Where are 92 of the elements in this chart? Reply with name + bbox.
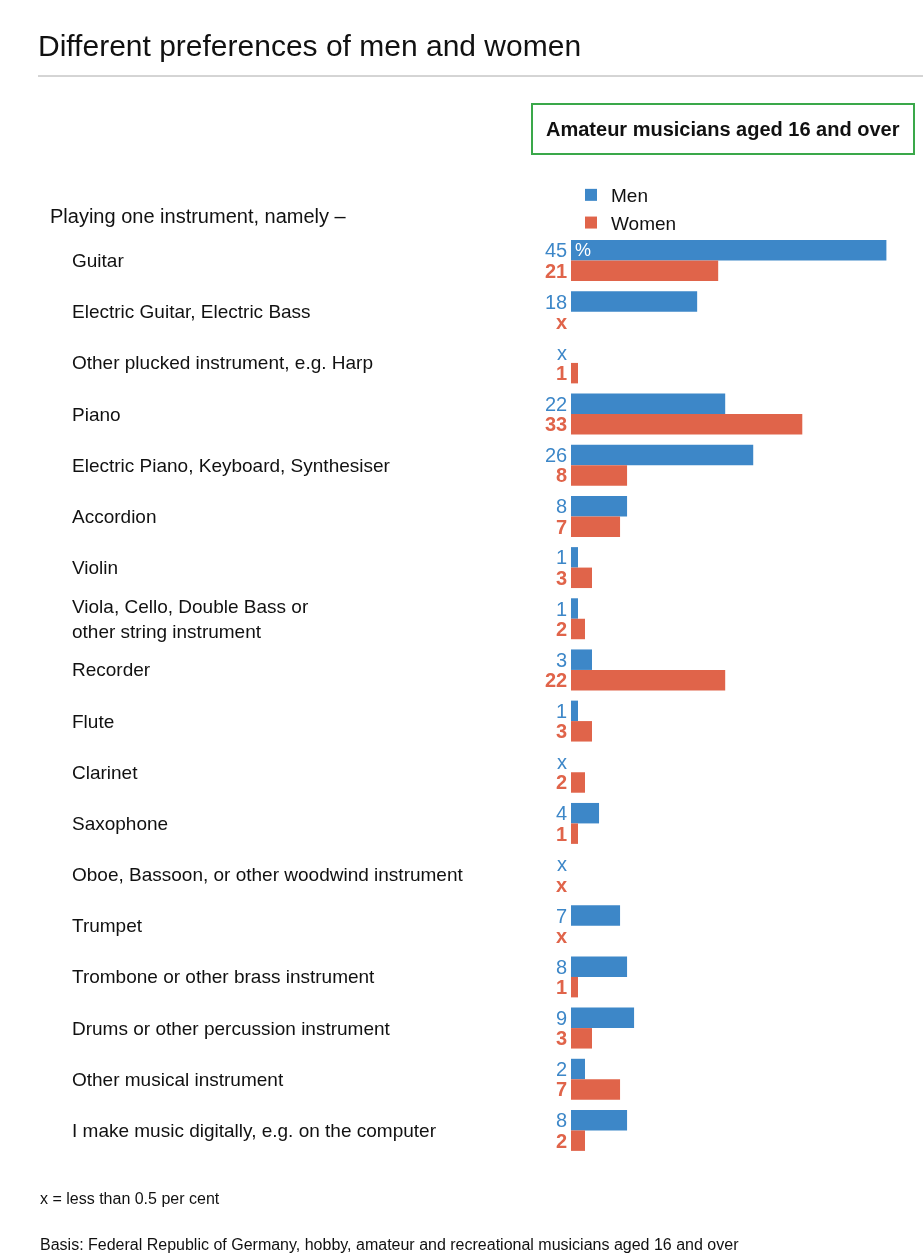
data-label: 22: [545, 669, 568, 691]
data-label: 2: [556, 1130, 568, 1152]
bar: [571, 618, 586, 640]
bar: [571, 772, 586, 793]
y-tick-label: Trombone or other brass instrument: [72, 966, 376, 987]
bar: [571, 669, 726, 691]
text: x: [556, 311, 568, 333]
data-label: 2: [556, 618, 568, 640]
bar: [571, 393, 726, 415]
data-label: 1: [556, 362, 568, 384]
bar: [571, 495, 628, 517]
bar: [571, 291, 698, 312]
data-label: 18: [545, 291, 568, 313]
bar: [571, 240, 887, 261]
data-label: 45: [545, 239, 568, 261]
data-label: 8: [556, 956, 568, 978]
y-tick-label: I make music digitally, e.g. on the computer: [72, 1120, 437, 1141]
bar: [571, 1109, 628, 1131]
bar: [571, 1028, 593, 1049]
y-tick-label: Electric Piano, Keyboard, Synthesiser: [72, 455, 391, 476]
data-label: 4: [556, 802, 568, 824]
bar: [571, 823, 579, 844]
text: x: [557, 342, 567, 364]
bar: [571, 1007, 635, 1029]
data-label: 8: [556, 1109, 568, 1131]
bar: [571, 721, 593, 742]
text: Basis: Federal Republic of Germany, hobby, amateur and recreational musicians aged 16 and over: [40, 1236, 740, 1253]
bar: [571, 956, 628, 977]
data-label: 3: [556, 567, 568, 589]
bar: [571, 260, 719, 282]
bar: [571, 465, 628, 486]
y-tick-label: Viola, Cello, Double Bass or other string instrument: [72, 596, 309, 642]
bar: [571, 444, 754, 466]
y-tick-label: Flute: [72, 711, 115, 732]
chart-subtitle: Amateur musicians aged 16 and over: [546, 118, 900, 140]
data-label: 8: [556, 464, 568, 486]
data-label: 2: [556, 771, 568, 793]
y-tick-label: Electric Guitar, Electric Bass: [72, 301, 311, 322]
data-label: 1: [556, 546, 568, 568]
data-label: 1: [556, 598, 568, 620]
y-axis-title: Playing one instrument, namely –: [50, 205, 347, 227]
bar: [571, 567, 593, 589]
y-tick-label: Piano: [72, 404, 121, 425]
y-tick-label: Other musical instrument: [72, 1069, 284, 1090]
data-label: 2: [556, 1058, 568, 1080]
data-label: 22: [545, 393, 568, 415]
bar: [571, 1058, 586, 1080]
data-label: 3: [556, 649, 568, 671]
data-label: 3: [556, 720, 568, 742]
legend-label: Women: [611, 212, 677, 234]
text: x: [556, 874, 568, 896]
y-tick-label: Accordion: [72, 506, 157, 527]
data-label: 8: [556, 495, 568, 517]
annotation: %: [575, 240, 592, 260]
bar: [571, 414, 803, 435]
bar: [571, 976, 579, 998]
data-label: 21: [545, 260, 568, 282]
bar: [571, 802, 600, 824]
bar: [571, 649, 593, 670]
legend-label: Men: [611, 185, 648, 207]
y-tick-label: Clarinet: [72, 762, 139, 783]
data-label: 7: [556, 516, 568, 538]
data-label: 1: [556, 823, 568, 845]
bar: [571, 547, 579, 568]
data-label: 7: [556, 905, 568, 927]
bar: [571, 1130, 586, 1151]
y-tick-label: Violin: [72, 557, 119, 578]
y-tick-label: Recorder: [72, 659, 151, 680]
text: x: [557, 751, 567, 773]
data-label: 3: [556, 1027, 568, 1049]
text: Different preferences of men and women: [38, 28, 582, 62]
y-tick-label: Other plucked instrument, e.g. Harp: [72, 352, 373, 373]
y-tick-label: Guitar: [72, 250, 125, 271]
text: x = less than 0.5 per cent: [40, 1190, 220, 1207]
bar: [571, 1079, 621, 1100]
y-tick-label: Saxophone: [72, 813, 169, 834]
y-tick-label: Oboe, Bassoon, or other woodwind instrument: [72, 864, 464, 885]
data-label: 33: [545, 413, 568, 435]
bar: [571, 700, 579, 722]
bar: [571, 516, 621, 537]
data-label: 26: [545, 444, 568, 466]
data-label: 7: [556, 1078, 568, 1100]
y-tick-label: Trumpet: [72, 915, 143, 936]
text: x: [557, 853, 567, 875]
bar: [571, 362, 579, 384]
data-label: 1: [556, 700, 568, 722]
bar: [571, 598, 579, 619]
text: x: [556, 925, 568, 947]
bar: [571, 905, 621, 926]
data-label: 1: [556, 976, 568, 998]
data-label: 9: [556, 1007, 568, 1029]
y-tick-label: Drums or other percussion instrument: [72, 1018, 391, 1039]
